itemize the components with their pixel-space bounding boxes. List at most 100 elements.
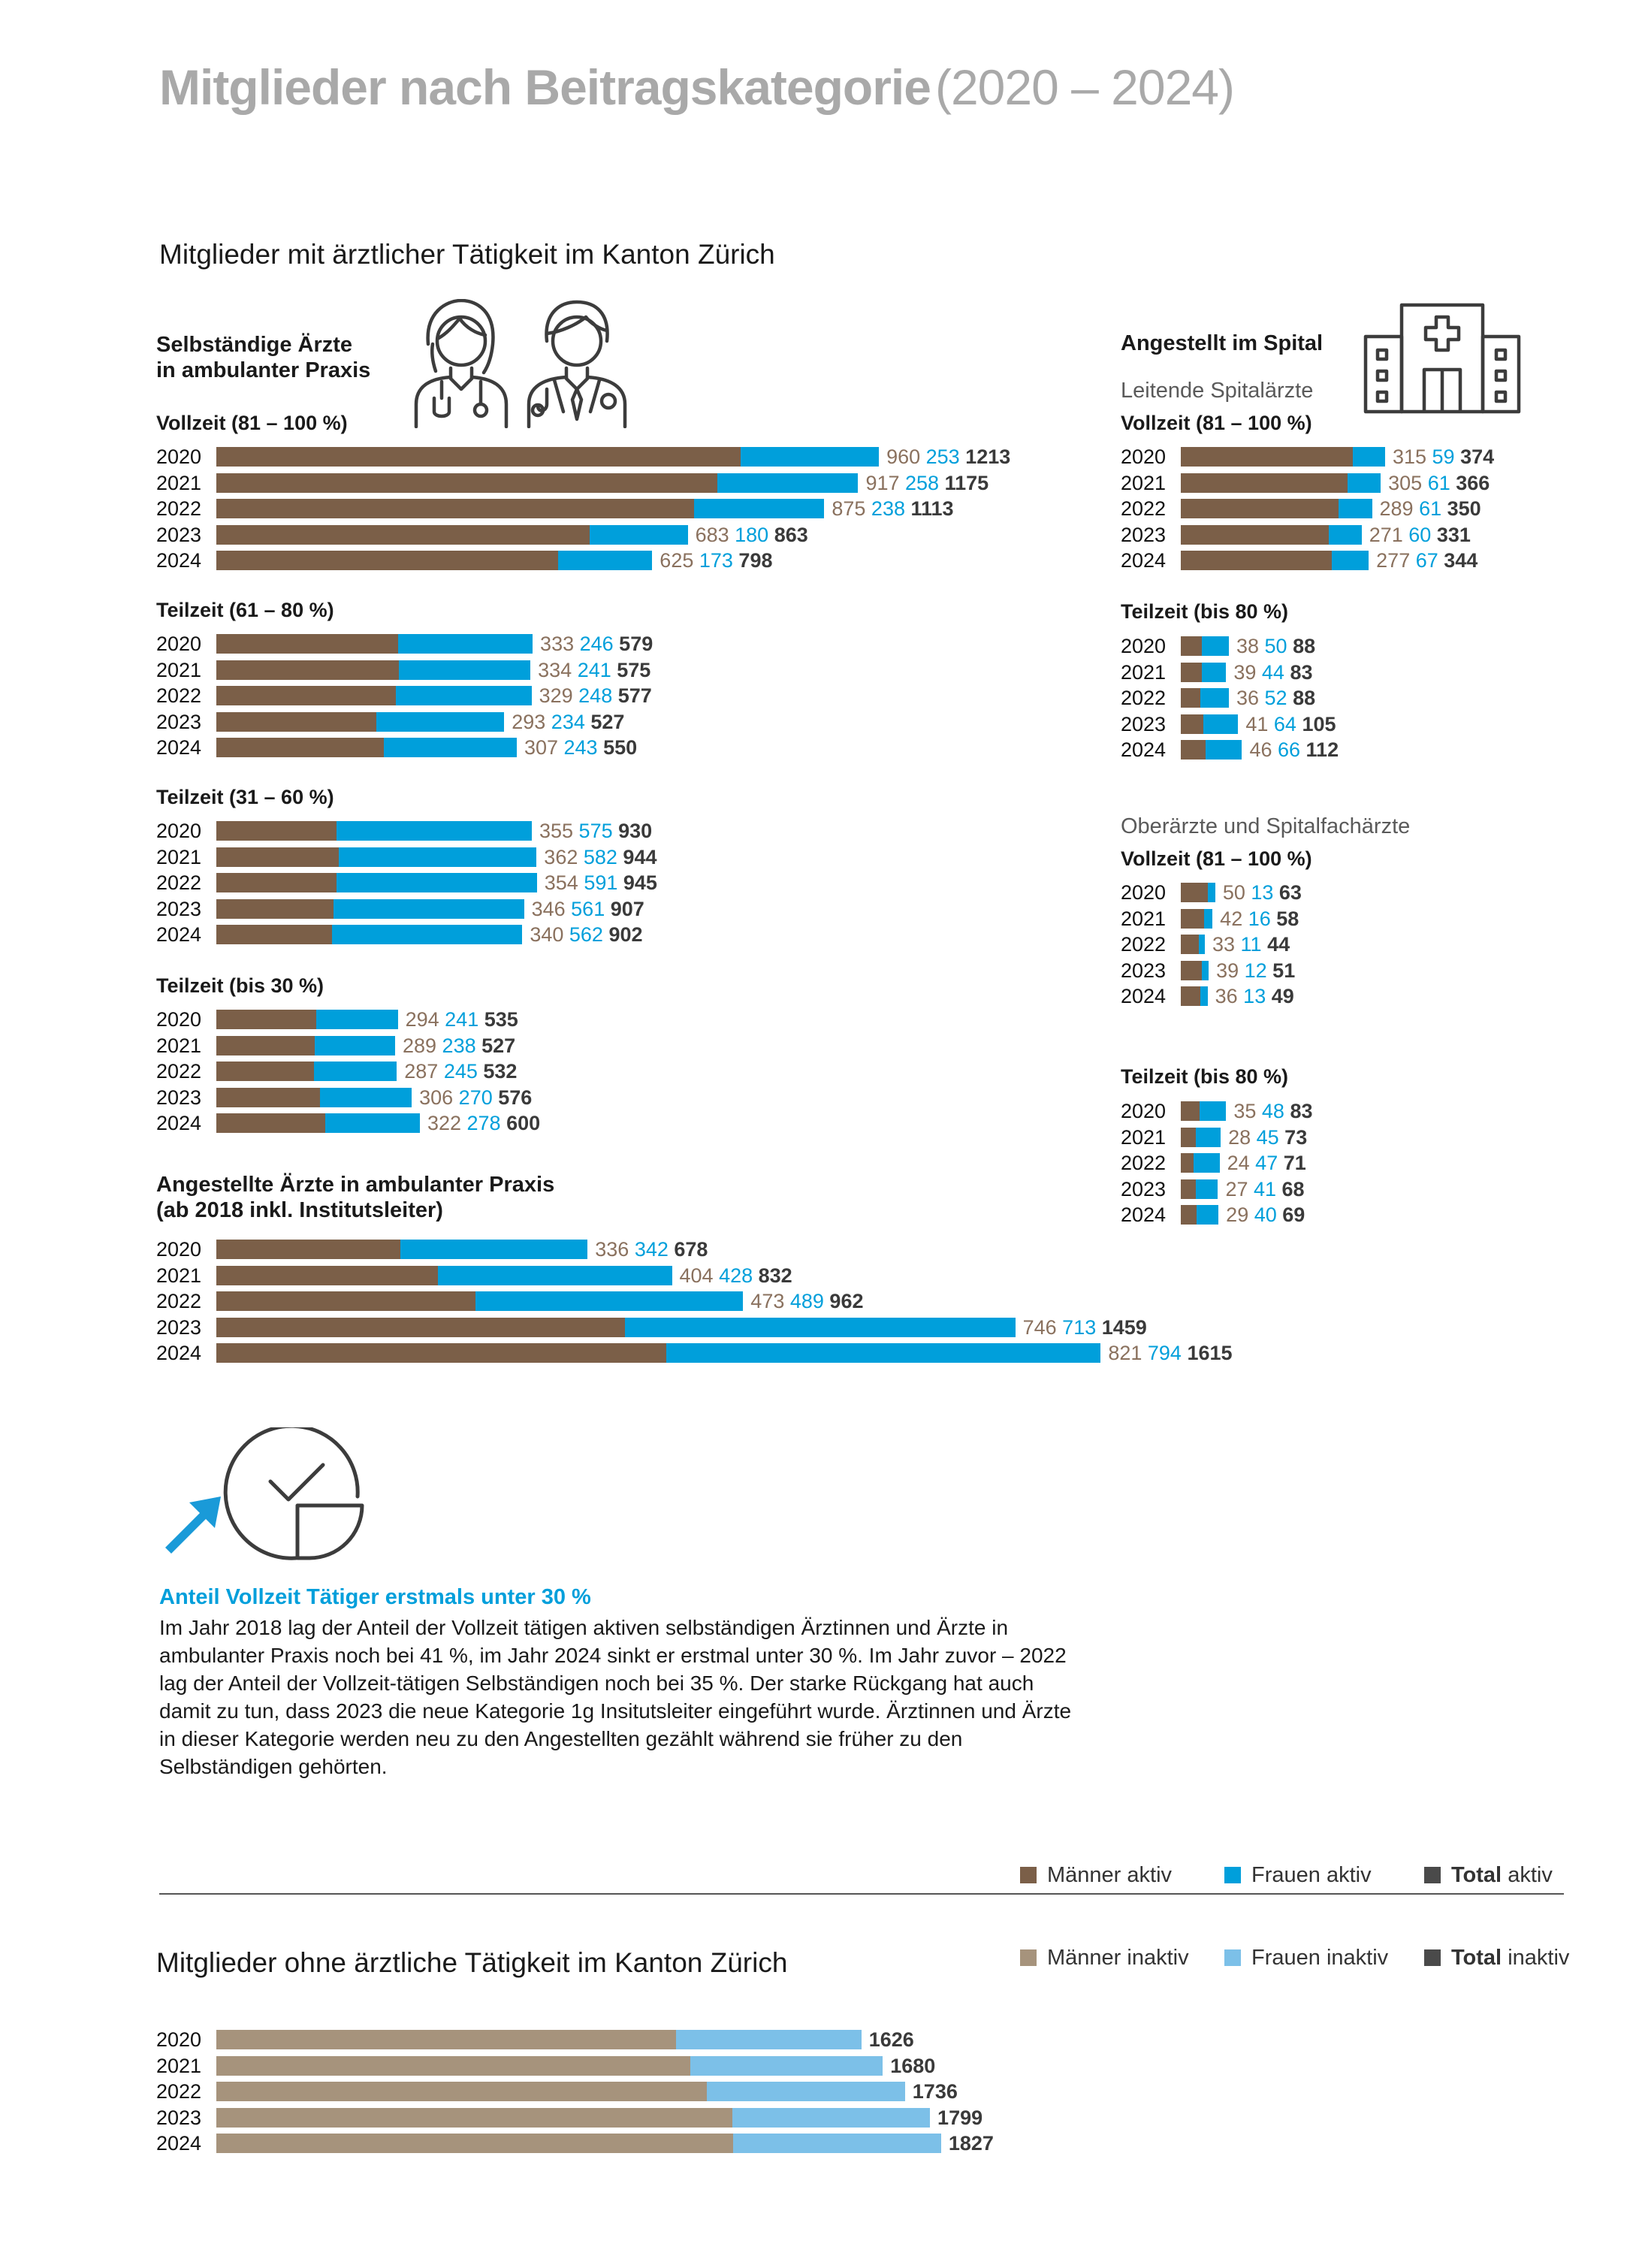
value-total: 945 (623, 871, 657, 894)
value-women: 238 (442, 1034, 482, 1057)
value-labels: 746 713 1459 (1023, 1315, 1147, 1340)
value-total: 1459 (1101, 1315, 1147, 1339)
bar-women (314, 1035, 395, 1055)
value-labels: 346 561 907 (532, 896, 644, 922)
spital-heading: Angestellt im Spital (1121, 331, 1324, 355)
value-labels: 1799 (937, 2105, 982, 2131)
ober-teilzeit-label: Teilzeit (bis 80 %) (1121, 1065, 1289, 1088)
value-women: 562 (569, 923, 609, 946)
value-labels: 333 246 579 (540, 631, 653, 657)
value-total: 69 (1282, 1203, 1305, 1226)
hospital-icon (1363, 303, 1521, 414)
bar-women (732, 2107, 931, 2128)
year-label: 2022 (156, 871, 202, 894)
bar-women (1201, 636, 1229, 656)
value-women: 241 (445, 1008, 484, 1031)
value-total: 600 (506, 1112, 541, 1134)
bar-men (216, 551, 558, 570)
value-total: 374 (1460, 445, 1495, 468)
bar-women (1202, 960, 1209, 980)
value-labels: 306 270 576 (419, 1085, 532, 1110)
bar-men (1181, 524, 1330, 545)
value-total: 83 (1290, 1100, 1313, 1122)
bar-women (1353, 447, 1385, 467)
value-women: 13 (1251, 881, 1279, 904)
value-women: 234 (551, 710, 591, 733)
value-total: 1113 (910, 497, 954, 520)
value-men: 29 (1226, 1203, 1254, 1226)
legend-label: Männer inaktiv (1047, 1946, 1189, 1970)
value-men: 307 (524, 736, 564, 759)
bar-men (1181, 883, 1209, 902)
bar-men (1181, 473, 1348, 493)
bar-men (216, 2055, 691, 2076)
value-women: 489 (789, 1290, 830, 1312)
value-labels: 36 13 49 (1215, 983, 1294, 1009)
value-women: 11 (1240, 933, 1268, 956)
ober-vollzeit-label: Vollzeit (81 – 100 %) (1121, 847, 1312, 870)
value-men: 336 (595, 1238, 635, 1261)
value-labels: 36 52 88 (1236, 685, 1315, 711)
legend-swatch (1224, 1867, 1241, 1883)
value-labels: 1827 (949, 2131, 994, 2156)
legend-label: Frauen aktiv (1251, 1863, 1372, 1887)
value-labels: 29 40 69 (1226, 1202, 1305, 1228)
value-labels: 307 243 550 (524, 735, 637, 760)
bar-women (666, 1343, 1101, 1363)
value-men: 333 (540, 633, 580, 655)
legend-total-active: Total aktiv (1424, 1863, 1553, 1888)
bar-women (1200, 1101, 1227, 1121)
bar-women (694, 499, 825, 518)
year-label: 2021 (156, 2054, 202, 2077)
bar-men (216, 473, 717, 493)
bar-women (325, 1113, 420, 1133)
value-total: 105 (1302, 712, 1336, 735)
value-men: 36 (1236, 687, 1265, 709)
value-labels: 27 41 68 (1225, 1176, 1304, 1202)
value-women: 64 (1273, 712, 1302, 735)
value-men: 362 (544, 845, 584, 868)
value-men: 875 (832, 497, 871, 520)
bar-women (320, 1087, 412, 1107)
value-women: 342 (634, 1238, 675, 1261)
value-women: 238 (871, 497, 911, 520)
value-labels: 1736 (913, 2079, 958, 2104)
page-title-years: (2020 – 2024) (934, 59, 1235, 115)
doctors-icon (414, 299, 627, 428)
year-label: 2021 (1121, 907, 1167, 930)
year-label: 2020 (156, 1238, 202, 1261)
legend-men-active: Männer aktiv (1020, 1863, 1172, 1888)
value-men: 39 (1233, 660, 1262, 684)
value-labels: 354 591 945 (545, 870, 657, 895)
value-women: 248 (578, 684, 618, 707)
bar-men (216, 499, 695, 518)
value-total: 83 (1290, 660, 1313, 684)
value-men: 746 (1022, 1315, 1063, 1339)
value-total: 902 (608, 923, 643, 946)
value-labels: 50 13 63 (1223, 880, 1302, 905)
bar-men (1181, 688, 1201, 708)
value-women: 13 (1243, 985, 1272, 1007)
legend-swatch (1424, 1949, 1441, 1966)
bar-women (1339, 499, 1372, 518)
value-women: 41 (1253, 1177, 1282, 1200)
bar-men (216, 660, 399, 680)
value-labels: 960 253 1213 (886, 444, 1010, 470)
year-label: 2023 (1121, 959, 1167, 982)
value-labels: 271 60 331 (1369, 522, 1471, 548)
bar-women (334, 898, 524, 919)
bar-women (337, 821, 532, 841)
bar-men (1181, 908, 1204, 929)
year-label: 2021 (156, 471, 202, 494)
legend-swatch (1224, 1949, 1241, 1966)
bar-women (1329, 524, 1362, 545)
value-men: 346 (531, 897, 572, 920)
bar-men (216, 1035, 315, 1055)
value-men: 289 (402, 1034, 442, 1057)
bar-men (1181, 714, 1203, 734)
value-women: 50 (1264, 635, 1293, 657)
value-women: 245 (443, 1060, 484, 1083)
value-women: 794 (1147, 1342, 1188, 1364)
year-label: 2022 (1121, 687, 1167, 709)
year-label: 2024 (1121, 1203, 1167, 1226)
